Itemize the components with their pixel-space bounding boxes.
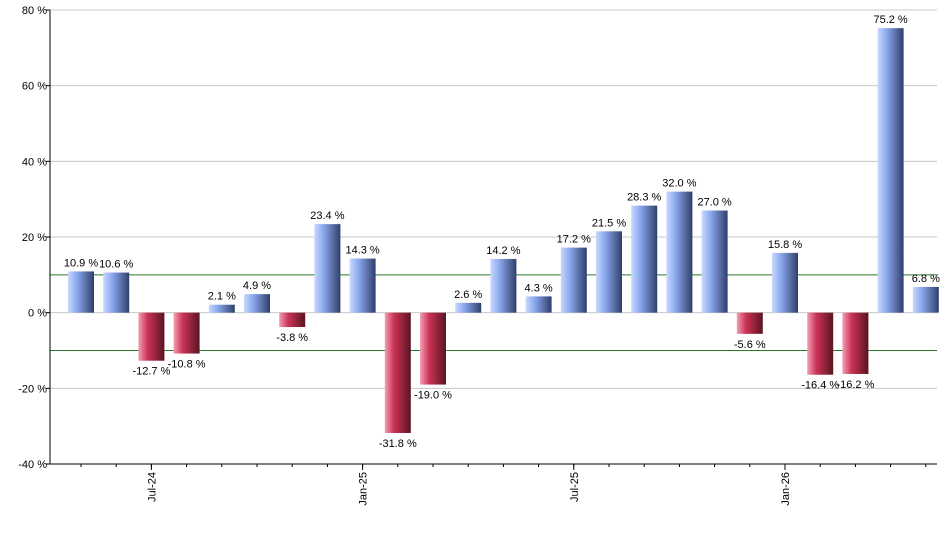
bar-value-label: 6.8 % — [912, 273, 940, 285]
y-tick-label: 60 % — [22, 81, 47, 93]
bar-positive — [68, 271, 94, 313]
bar-positive — [877, 28, 904, 313]
bar-value-label: 23.4 % — [310, 210, 344, 222]
bar-negative — [736, 312, 763, 334]
bar-value-label: -12.7 % — [132, 366, 170, 378]
bar-value-label: 10.6 % — [99, 259, 133, 271]
bar-value-label: 15.8 % — [768, 239, 802, 251]
bar-positive — [701, 210, 728, 313]
bar-value-label: 28.3 % — [627, 192, 661, 204]
bar-value-label: 4.9 % — [243, 280, 271, 292]
bar-value-label: 21.5 % — [592, 217, 626, 229]
bar-negative — [807, 312, 834, 375]
bar-value-label: 75.2 % — [873, 14, 907, 26]
y-tick-label: 20 % — [22, 232, 47, 244]
y-tick-label: 80 % — [22, 5, 47, 17]
bar-value-label: 32.0 % — [662, 178, 696, 190]
y-tick-label: -20 % — [18, 383, 47, 395]
x-axis-tick-labels: Jul-24 Jan-25 Jul-25 Jan-26 — [146, 472, 792, 506]
data-labels: 10.9 % 10.6 % -12.7 %-10.8 % 2.1 % 4.9 % -3.8… — [64, 14, 940, 450]
bar-positive — [208, 304, 235, 313]
bar-value-label: 14.3 % — [345, 245, 379, 257]
bar-value-label: 17.2 % — [557, 234, 591, 246]
y-tick-label: -40 % — [18, 459, 47, 471]
bar-positive — [596, 231, 622, 313]
bar-positive — [666, 191, 693, 313]
x-tick-label: Jul-25 — [569, 472, 581, 502]
bar-value-label: -16.2 % — [836, 379, 874, 391]
bar-positive — [631, 205, 658, 313]
axes — [46, 9, 937, 470]
bar-positive — [912, 286, 939, 313]
bar-value-label: 4.3 % — [525, 282, 553, 294]
x-tick-label: Jan-25 — [358, 472, 370, 506]
bar-value-label: -19.0 % — [414, 390, 452, 402]
bar-value-label: 2.6 % — [454, 289, 482, 301]
bar-positive — [314, 224, 341, 313]
bar-value-label: 2.1 % — [208, 291, 236, 303]
bar-negative — [138, 312, 165, 361]
bars — [68, 28, 939, 433]
x-tick-label: Jan-26 — [780, 472, 792, 506]
bar-positive — [455, 302, 482, 313]
bar-positive — [244, 294, 270, 313]
bar-positive — [772, 252, 798, 313]
y-tick-label: 40 % — [22, 156, 47, 168]
bar-positive — [349, 258, 376, 313]
bar-negative — [384, 312, 411, 433]
bar-positive — [525, 296, 552, 313]
bar-value-label: 27.0 % — [697, 197, 731, 209]
bar-value-label: 14.2 % — [486, 245, 520, 257]
bar-negative — [173, 312, 200, 354]
x-tick-label: Jul-24 — [146, 472, 158, 502]
bar-value-label: -10.8 % — [168, 359, 206, 371]
bar-value-label: -5.6 % — [734, 339, 766, 351]
bar-positive — [490, 258, 517, 313]
bar-positive — [560, 247, 587, 313]
bar-positive — [103, 272, 130, 313]
bar-value-label: -31.8 % — [379, 438, 417, 450]
bar-value-label: -16.4 % — [801, 380, 839, 392]
bar-value-label: 10.9 % — [64, 257, 98, 269]
y-tick-label: 0 % — [28, 308, 47, 320]
y-axis-tick-labels: -40 % -20 % 0 % 20 % 40 % 60 % 80 % — [18, 5, 47, 471]
bar-value-label: -3.8 % — [276, 332, 308, 344]
bar-negative — [842, 312, 869, 374]
bar-negative — [420, 312, 446, 385]
bar-negative — [279, 312, 306, 328]
